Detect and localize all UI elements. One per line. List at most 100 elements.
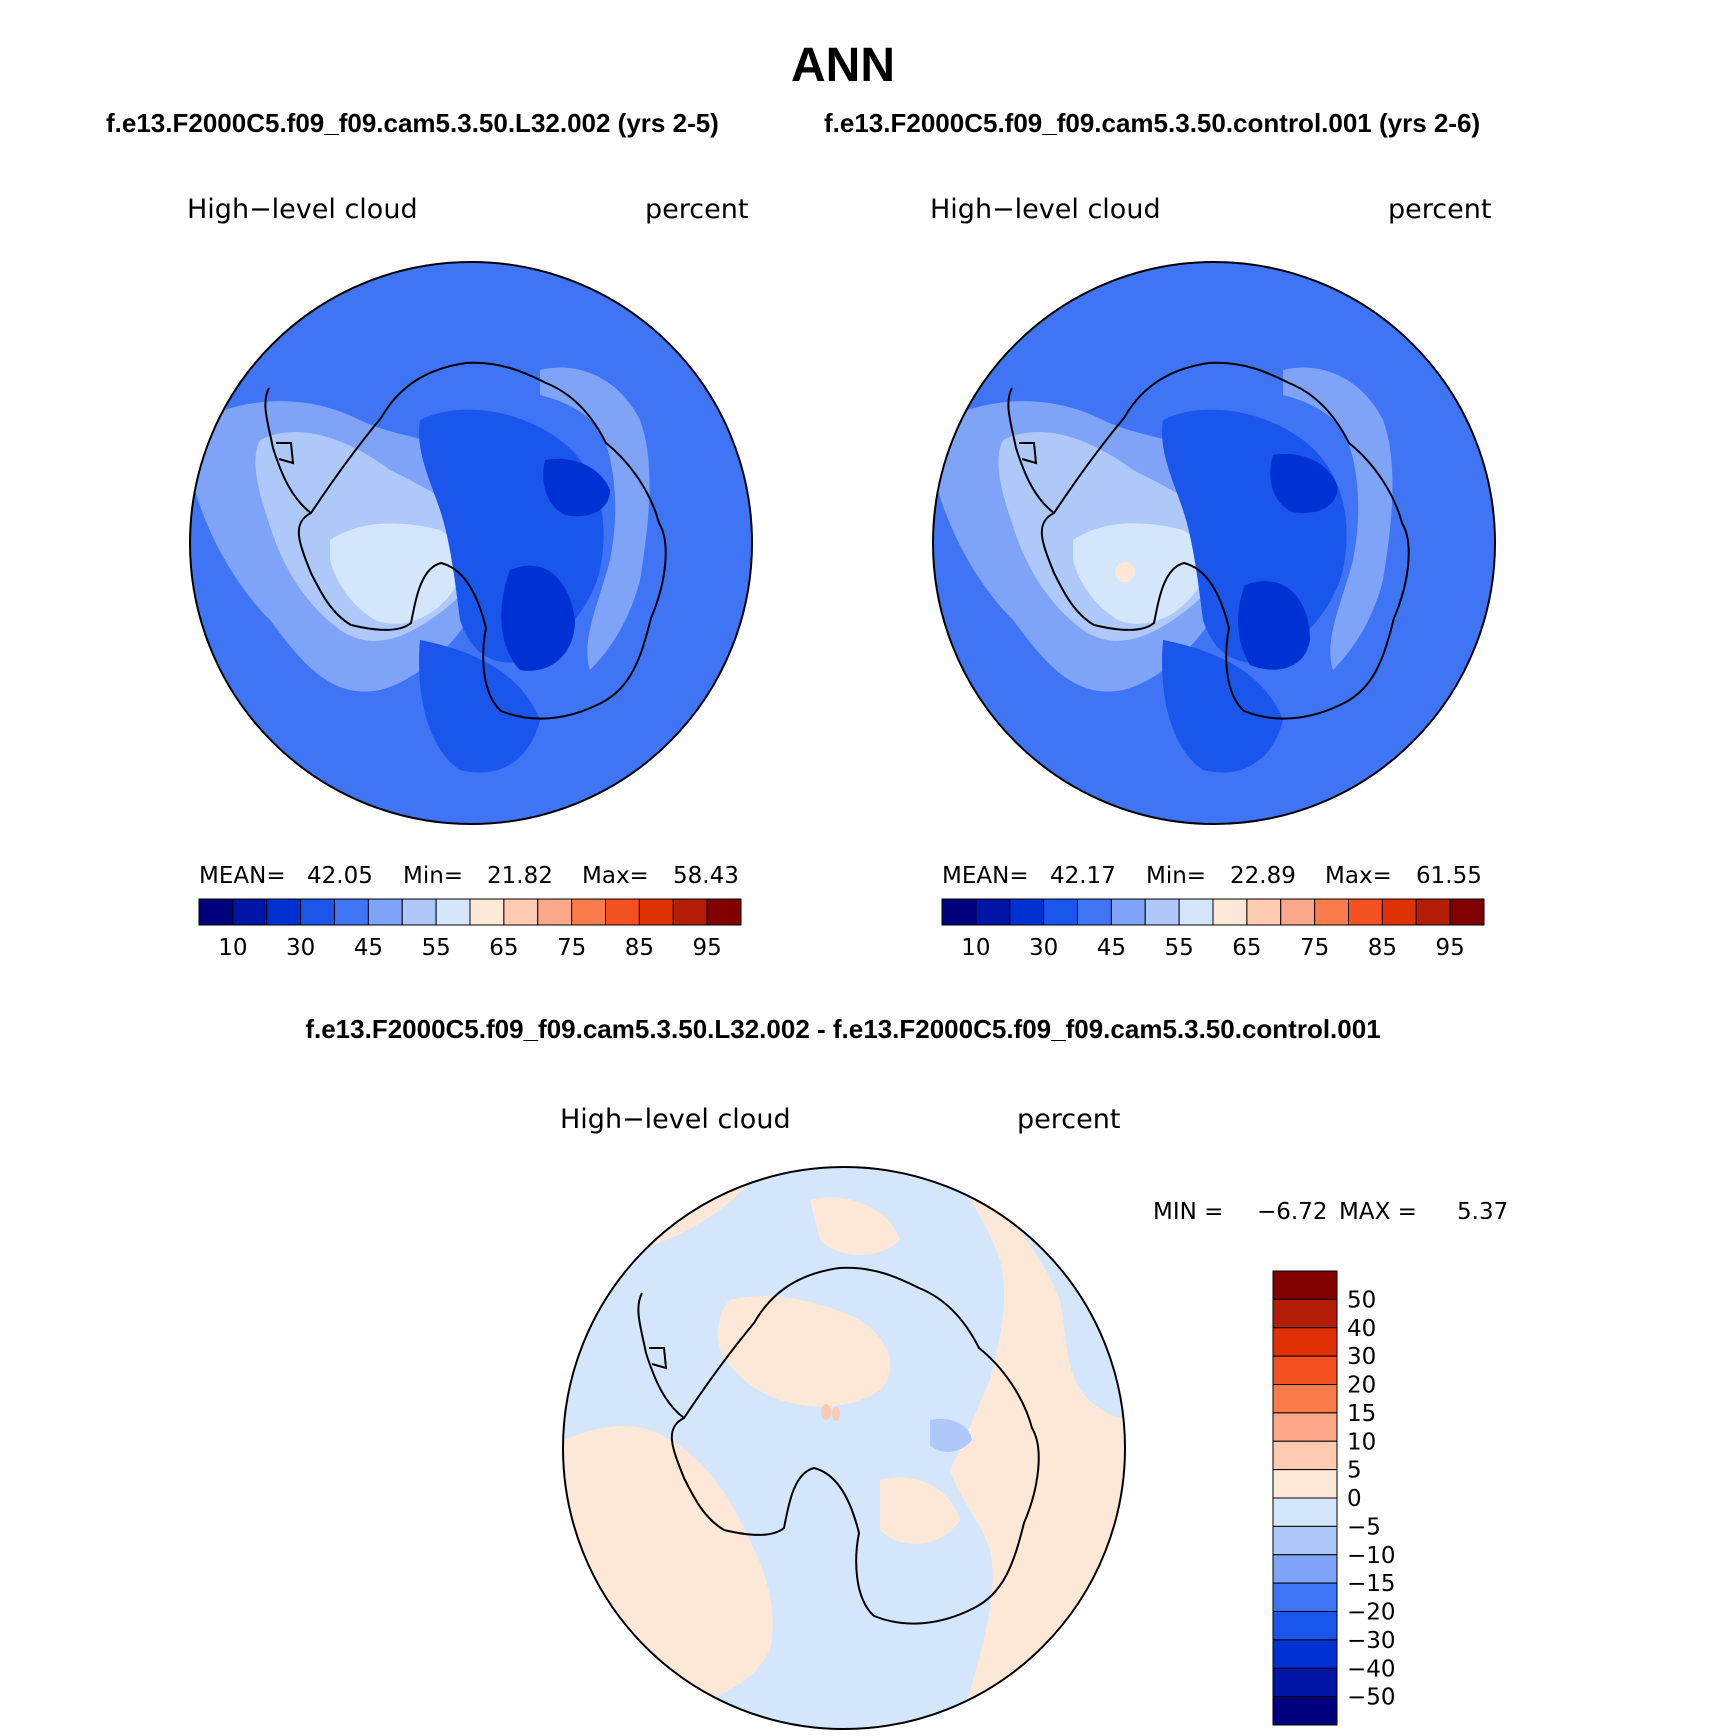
colorbar-tick-label: 45 bbox=[354, 935, 383, 961]
colorbar-swatch bbox=[1272, 1327, 1338, 1357]
colorbar-swatch bbox=[1415, 898, 1451, 926]
panel-b-max: 61.55 bbox=[1416, 863, 1482, 889]
colorbar-swatch bbox=[1110, 898, 1146, 926]
colorbar-swatch bbox=[1272, 1384, 1338, 1414]
colorbar-tick-label: 55 bbox=[1164, 935, 1193, 961]
colorbar-tick-label: 65 bbox=[1232, 935, 1261, 961]
panel-c-min-label: MIN = bbox=[1153, 1199, 1223, 1225]
colorbar-swatch bbox=[469, 898, 505, 926]
colorbar-tick-label: 95 bbox=[692, 935, 721, 961]
colorbar-tick-label: −30 bbox=[1347, 1628, 1396, 1654]
panel-b-min: 22.89 bbox=[1230, 863, 1296, 889]
colorbar-swatch bbox=[1381, 898, 1417, 926]
colorbar-swatch bbox=[1272, 1440, 1338, 1471]
colorbar-tick-label: 75 bbox=[1300, 935, 1329, 961]
colorbar-swatch bbox=[266, 898, 302, 926]
colorbar-swatch bbox=[537, 898, 573, 926]
colorbar-swatch bbox=[503, 898, 539, 926]
panel-b-units: percent bbox=[1388, 194, 1491, 225]
panel-a-units: percent bbox=[645, 194, 748, 225]
colorbar-swatch bbox=[198, 898, 234, 926]
colorbar-swatch bbox=[975, 898, 1011, 926]
colorbar-swatch bbox=[1272, 1469, 1338, 1499]
colorbar-swatch bbox=[232, 898, 268, 926]
colorbar-swatch bbox=[1348, 898, 1383, 926]
colorbar-swatch bbox=[435, 898, 471, 926]
panel-b-variable: High−level cloud bbox=[930, 194, 1161, 225]
colorbar-tick-label: 5 bbox=[1347, 1458, 1362, 1484]
colorbar-tick-label: 65 bbox=[489, 935, 518, 961]
colorbar-swatch bbox=[1280, 898, 1316, 926]
panel-a-mean: 42.05 bbox=[307, 863, 373, 889]
colorbar-tick-label: 45 bbox=[1097, 935, 1126, 961]
panel-a-mean-label: MEAN= bbox=[199, 863, 286, 889]
colorbar-swatch bbox=[1314, 898, 1349, 926]
diff-title: f.e13.F2000C5.f09_f09.cam5.3.50.L32.002 … bbox=[305, 1014, 1380, 1044]
colorbar-swatch bbox=[1178, 898, 1214, 926]
colorbar-swatch bbox=[1272, 1412, 1338, 1442]
colorbar-tick-label: 75 bbox=[557, 935, 586, 961]
colorbar-tick-label: 10 bbox=[961, 935, 990, 961]
panel-b-colorbar: 10 30 45 55 65 75 85 95 bbox=[941, 898, 1485, 961]
colorbar-swatch bbox=[1009, 898, 1045, 926]
colorbar-swatch bbox=[1272, 1497, 1338, 1527]
panel-b-map bbox=[933, 262, 1495, 824]
colorbar-swatch bbox=[1272, 1696, 1338, 1726]
colorbar-swatch bbox=[706, 898, 742, 926]
colorbar-tick-label: 55 bbox=[421, 935, 450, 961]
panel-c-min: −6.72 bbox=[1257, 1199, 1327, 1225]
panel-a-min: 21.82 bbox=[487, 863, 553, 889]
colorbar-tick-label: −20 bbox=[1347, 1600, 1396, 1626]
colorbar-swatch bbox=[300, 898, 335, 926]
colorbar-swatch bbox=[401, 898, 437, 926]
colorbar-swatch bbox=[1212, 898, 1248, 926]
subtitle-left: f.e13.F2000C5.f09_f09.cam5.3.50.L32.002 … bbox=[106, 108, 719, 138]
colorbar-swatch bbox=[367, 898, 403, 926]
colorbar-tick-label: −15 bbox=[1347, 1571, 1396, 1597]
subtitle-right: f.e13.F2000C5.f09_f09.cam5.3.50.control.… bbox=[824, 108, 1480, 138]
panel-a-max: 58.43 bbox=[673, 863, 739, 889]
colorbar-swatch bbox=[1272, 1667, 1338, 1698]
panel-a-map bbox=[190, 262, 752, 824]
panel-b-mean-label: MEAN= bbox=[942, 863, 1029, 889]
colorbar-swatch bbox=[1272, 1298, 1338, 1329]
colorbar-tick-label: 0 bbox=[1347, 1486, 1362, 1512]
colorbar-tick-label: 30 bbox=[286, 935, 315, 961]
colorbar-swatch bbox=[1144, 898, 1180, 926]
colorbar-tick-label: 50 bbox=[1347, 1287, 1376, 1313]
colorbar-swatch bbox=[1272, 1639, 1338, 1669]
colorbar-swatch bbox=[571, 898, 606, 926]
main-title: ANN bbox=[791, 39, 895, 92]
colorbar-tick-label: −5 bbox=[1347, 1514, 1381, 1540]
panel-c-variable: High−level cloud bbox=[560, 1104, 791, 1135]
panel-c-map bbox=[563, 1167, 1125, 1729]
colorbar-swatch bbox=[1272, 1270, 1338, 1300]
panel-c: High−level cloud percent MIN = −6.72 MAX… bbox=[560, 1104, 1508, 1730]
panel-b-max-label: Max= bbox=[1325, 863, 1392, 889]
colorbar-swatch bbox=[638, 898, 674, 926]
panel-b-mean: 42.17 bbox=[1050, 863, 1116, 889]
colorbar-swatch bbox=[672, 898, 708, 926]
colorbar-tick-label: 95 bbox=[1435, 935, 1464, 961]
colorbar-swatch bbox=[1077, 898, 1112, 926]
panel-c-max: 5.37 bbox=[1457, 1199, 1508, 1225]
colorbar-tick-label: −50 bbox=[1347, 1685, 1396, 1711]
colorbar-swatch bbox=[1272, 1611, 1338, 1641]
colorbar-tick-label: 30 bbox=[1347, 1344, 1376, 1370]
colorbar-swatch bbox=[1272, 1355, 1338, 1385]
colorbar-tick-label: 10 bbox=[218, 935, 247, 961]
colorbar-swatch bbox=[1449, 898, 1485, 926]
colorbar-tick-label: −40 bbox=[1347, 1656, 1396, 1682]
colorbar-tick-label: −10 bbox=[1347, 1543, 1396, 1569]
panel-a: High−level cloud percent MEAN= 42.05 Min… bbox=[187, 194, 753, 961]
colorbar-swatch bbox=[1272, 1554, 1338, 1584]
colorbar-swatch bbox=[1272, 1525, 1338, 1556]
panel-c-max-label: MAX = bbox=[1339, 1199, 1417, 1225]
panel-a-min-label: Min= bbox=[403, 863, 463, 889]
colorbar-swatch bbox=[334, 898, 369, 926]
panel-a-variable: High−level cloud bbox=[187, 194, 418, 225]
colorbar-tick-label: 40 bbox=[1347, 1316, 1376, 1342]
colorbar-swatch bbox=[1043, 898, 1078, 926]
